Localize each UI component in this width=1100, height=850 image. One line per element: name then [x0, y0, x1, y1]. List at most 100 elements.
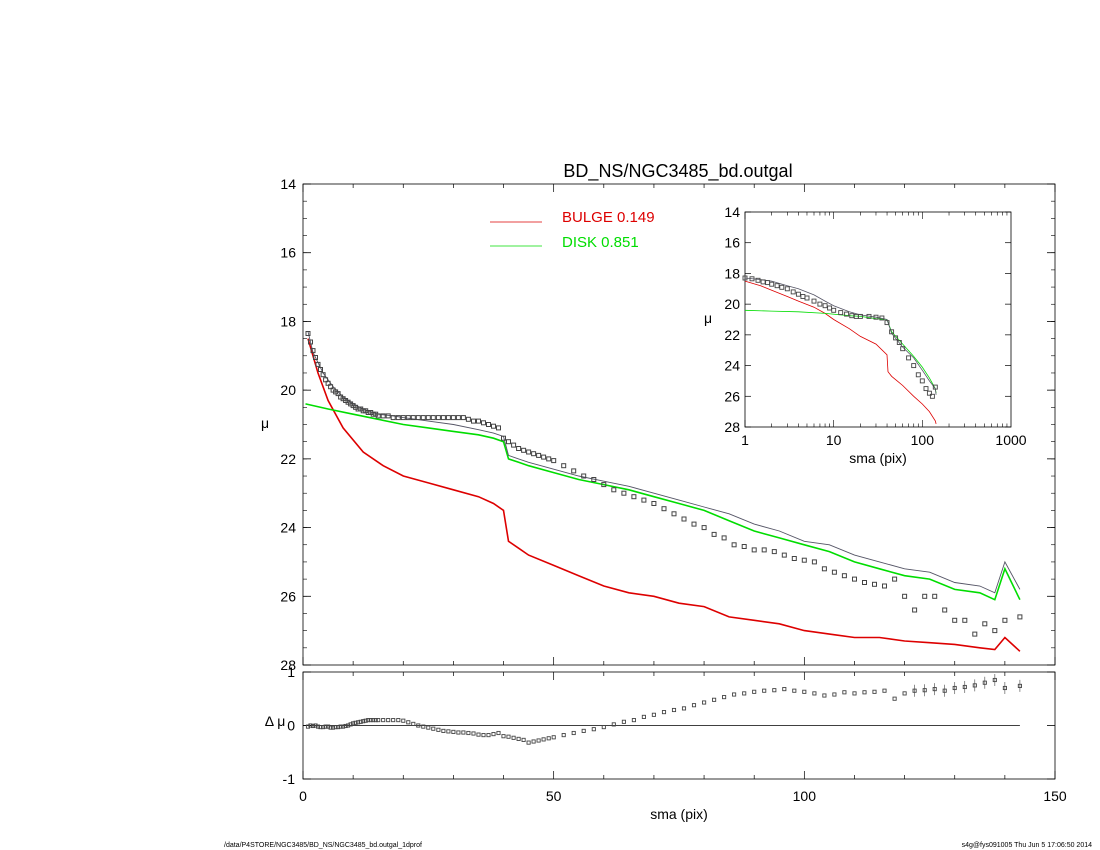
residual-data-point: [323, 724, 328, 729]
inset-data-point: [884, 320, 890, 326]
main-data-point: [551, 458, 557, 464]
main-data-point: [781, 552, 787, 558]
residual-data-point: [546, 736, 551, 741]
chart-title: BD_NS/NGC3485_bd.outgal: [563, 161, 792, 182]
residual-data-point: [481, 733, 486, 738]
residual-data-point: [336, 725, 341, 730]
residual-data-point: [712, 697, 717, 702]
main-ytick-label: 18: [280, 313, 296, 329]
residual-data-point: [343, 723, 348, 729]
residual-ytick-label: -1: [283, 771, 296, 787]
residual-data-point: [842, 690, 847, 695]
residual-data-point: [506, 734, 511, 739]
legend-disk-label: DISK 0.851: [562, 234, 639, 251]
main-ytick-label: 20: [280, 382, 296, 398]
main-data-point: [942, 607, 948, 613]
residual-data-point: [511, 735, 516, 740]
main-data-point: [375, 413, 381, 419]
main-data-point: [501, 435, 506, 441]
residual-data-point: [338, 724, 343, 729]
residual-data-point: [461, 730, 466, 735]
residual-data-point: [912, 688, 917, 693]
residual-data-point: [536, 738, 541, 743]
main-data-point: [561, 463, 567, 469]
residual-data-point: [932, 687, 937, 692]
main-data-point: [731, 542, 737, 548]
residual-data-point: [651, 712, 656, 717]
main-ylabel: μ: [261, 415, 269, 431]
main-data-point: [315, 361, 321, 367]
main-data-point: [310, 348, 316, 354]
inset-data-point: [906, 355, 912, 361]
main-data-point: [992, 628, 998, 634]
main-data-point: [841, 573, 847, 579]
inset-data-point: [929, 393, 935, 399]
residual-data-point: [972, 683, 977, 688]
main-data-point: [1002, 617, 1008, 623]
inset-data-point: [838, 310, 844, 316]
main-data-point: [405, 415, 411, 421]
residual-data-point: [371, 718, 376, 723]
residual-data-point: [892, 696, 897, 701]
main-bulge-line: [307, 338, 1021, 652]
inset-data-point: [831, 307, 837, 313]
residual-data-point: [601, 725, 606, 730]
residual-data-point: [742, 691, 747, 696]
footer-timestamp: s4g@fys091005 Thu Jun 5 17:06:50 2014: [962, 842, 1092, 849]
main-data-point: [390, 415, 396, 421]
residual-xtick-label: 50: [546, 788, 562, 804]
residual-data-point: [521, 737, 526, 742]
inset-data-point: [889, 329, 895, 335]
inset-data-point: [879, 315, 885, 321]
residual-data-point: [406, 720, 411, 725]
main-data-point: [491, 423, 496, 429]
main-data-point: [751, 547, 757, 553]
residual-data-point: [363, 718, 368, 723]
inset-xtick-label: 100: [911, 432, 935, 448]
inset-data-point: [795, 291, 801, 297]
residual-xtick-label: 150: [1043, 788, 1067, 804]
residual-data-point: [531, 739, 536, 744]
residual-data-point: [476, 732, 481, 737]
residual-data-point: [902, 691, 907, 696]
inset-data-point: [857, 313, 863, 319]
residual-data-point: [516, 736, 521, 741]
residual-data-point: [681, 706, 687, 711]
residual-data-point: [661, 710, 667, 715]
residual-data-point: [321, 725, 326, 730]
residual-data-point: [942, 688, 947, 693]
residual-data-point: [882, 688, 887, 693]
residual-data-point: [401, 718, 406, 723]
main-data-point: [420, 415, 426, 421]
residual-data-point: [366, 718, 371, 723]
inset-data-point: [873, 314, 879, 320]
inset-ytick-label: 28: [724, 419, 740, 435]
main-ytick-label: 24: [280, 520, 296, 536]
main-ytick-label: 28: [280, 657, 296, 673]
residual-data-point: [782, 687, 787, 692]
inset-data-point: [923, 386, 929, 392]
footer-path: /data/P4STORE/NGC3485/BD_NS/NGC3485_bd.o…: [224, 842, 422, 849]
residual-data-point: [722, 695, 727, 700]
main-data-point: [521, 447, 527, 453]
main-data-point: [811, 559, 817, 565]
main-data-point: [902, 593, 908, 599]
residual-data-point: [376, 718, 381, 723]
main-data-point: [982, 621, 988, 627]
residual-data-point: [351, 721, 356, 726]
residual-data-point: [318, 725, 323, 730]
residual-data-point: [373, 718, 378, 723]
residual-data-point: [852, 691, 857, 696]
residual-data-point: [501, 734, 506, 739]
main-data-point: [506, 439, 511, 445]
main-data-point: [385, 413, 391, 419]
main-disk-line: [305, 403, 1021, 601]
residual-data-point: [982, 680, 987, 685]
legend-bulge-label: BULGE 0.149: [562, 209, 655, 226]
residual-data-point: [315, 724, 321, 729]
main-data-point: [546, 456, 552, 462]
residual-data-point: [792, 688, 797, 693]
residual-data-point: [396, 718, 401, 723]
